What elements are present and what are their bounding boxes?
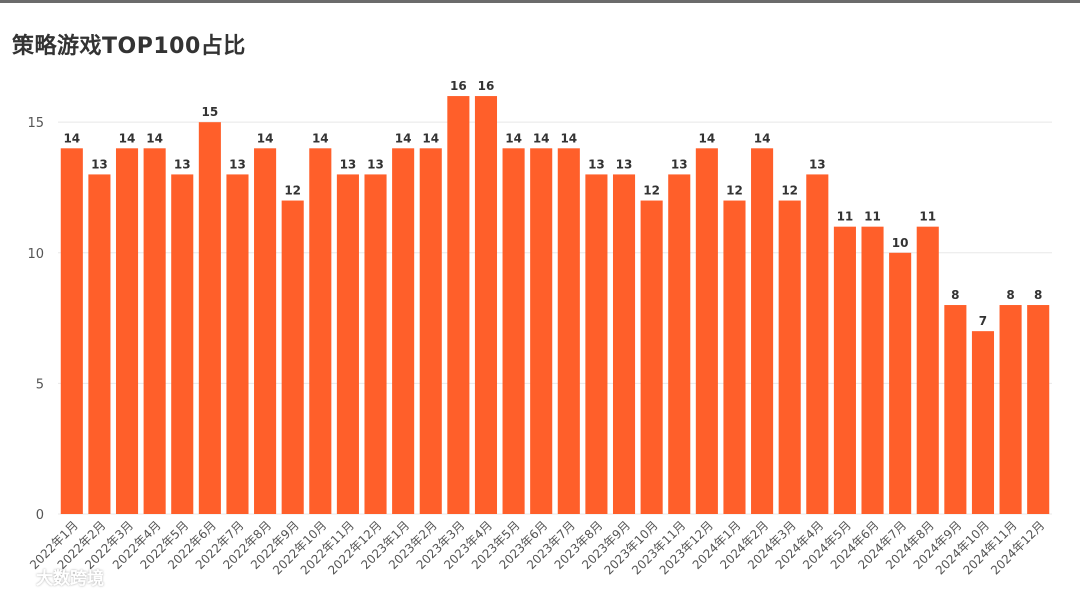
data-label: 14 — [533, 131, 550, 145]
data-label: 14 — [699, 131, 716, 145]
bar — [60, 148, 83, 514]
data-label: 13 — [809, 157, 826, 171]
data-label: 8 — [1034, 288, 1042, 302]
top-rule — [0, 0, 1080, 3]
bar — [419, 148, 442, 514]
bar — [474, 96, 498, 514]
data-label: 14 — [395, 131, 412, 145]
bar — [143, 148, 166, 514]
wechat-bubble-icon — [8, 566, 28, 587]
bar — [999, 305, 1022, 514]
data-label: 14 — [754, 131, 771, 145]
data-label: 13 — [229, 157, 246, 171]
bar — [530, 148, 553, 514]
data-label: 13 — [174, 157, 191, 171]
data-label: 11 — [919, 210, 936, 224]
data-label: 14 — [560, 131, 577, 145]
bar — [115, 148, 139, 514]
data-label: 14 — [119, 131, 136, 145]
data-label: 14 — [146, 131, 163, 145]
bar — [806, 174, 829, 514]
bar — [502, 148, 525, 514]
bar — [171, 174, 194, 514]
data-label: 14 — [505, 131, 522, 145]
data-label: 8 — [1006, 288, 1014, 302]
data-label: 14 — [257, 131, 274, 145]
bar — [281, 200, 304, 514]
data-label: 8 — [951, 288, 959, 302]
data-label: 11 — [864, 210, 881, 224]
bar — [944, 305, 967, 514]
data-label: 16 — [450, 79, 467, 93]
y-tick-label: 5 — [36, 377, 44, 392]
data-label: 10 — [892, 236, 909, 250]
bar — [668, 174, 691, 514]
bar — [778, 200, 801, 514]
bar — [309, 148, 332, 514]
data-label: 12 — [284, 184, 301, 198]
bar — [447, 96, 470, 514]
y-tick-label: 10 — [27, 247, 44, 262]
bar — [612, 174, 636, 514]
data-label: 14 — [63, 131, 80, 145]
bar — [971, 331, 995, 514]
data-label: 14 — [312, 131, 329, 145]
bar — [226, 174, 249, 514]
bar — [557, 148, 580, 514]
bar — [833, 226, 856, 514]
y-tick-label: 0 — [36, 508, 44, 523]
data-label: 14 — [422, 131, 439, 145]
data-label: 12 — [643, 184, 660, 198]
bar — [916, 226, 939, 514]
data-label: 13 — [671, 157, 688, 171]
data-label: 7 — [979, 314, 987, 328]
bar — [1027, 305, 1050, 514]
watermark-text: 大数跨境 — [36, 569, 104, 589]
bar — [889, 252, 912, 514]
bar — [254, 148, 277, 514]
bar — [336, 174, 359, 514]
data-label: 16 — [478, 79, 495, 93]
watermark: 大数跨境 — [8, 564, 104, 589]
bar — [364, 174, 387, 514]
data-label: 15 — [202, 105, 219, 119]
y-tick-label: 15 — [27, 116, 44, 131]
bar — [198, 122, 221, 514]
data-label: 13 — [616, 157, 633, 171]
bar — [861, 226, 884, 514]
bar — [640, 200, 663, 514]
data-label: 12 — [726, 184, 743, 198]
bar — [88, 174, 111, 514]
chart-title: 策略游戏TOP100占比 — [12, 34, 246, 59]
bar — [695, 148, 718, 514]
data-label: 13 — [367, 157, 384, 171]
data-label: 12 — [781, 184, 798, 198]
data-label: 13 — [91, 157, 108, 171]
bar — [585, 174, 608, 514]
data-label: 13 — [340, 157, 357, 171]
bar — [392, 148, 415, 514]
data-label: 11 — [837, 210, 854, 224]
bar — [723, 200, 746, 514]
bar — [751, 148, 774, 514]
data-label: 13 — [588, 157, 605, 171]
